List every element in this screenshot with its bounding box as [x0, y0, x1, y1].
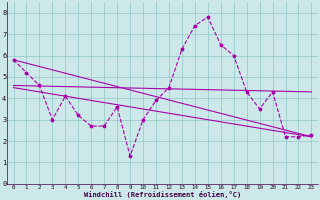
X-axis label: Windchill (Refroidissement éolien,°C): Windchill (Refroidissement éolien,°C) [84, 191, 241, 198]
